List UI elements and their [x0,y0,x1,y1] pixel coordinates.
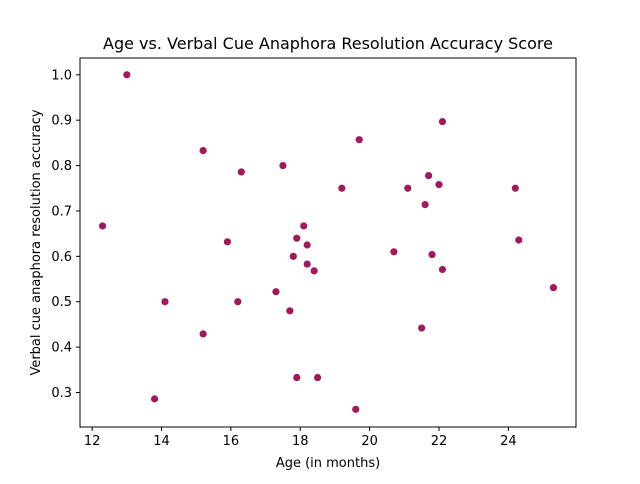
data-point [338,184,346,192]
plot-area [80,58,576,427]
y-axis-label: Verbal cue anaphora resolution accuracy [29,109,44,375]
data-point [199,146,207,155]
data-point [421,201,429,209]
data-point [424,171,433,180]
points-layer [98,71,558,413]
data-point [150,395,159,403]
data-point [515,236,523,244]
data-point [352,405,360,413]
data-point [549,284,558,292]
data-point [123,71,131,79]
x-tick-label: 16 [223,434,240,449]
data-point [428,250,436,259]
y-tick-label: 0.4 [51,341,72,356]
data-point [435,181,443,189]
data-point [234,298,242,306]
data-point [279,161,287,170]
x-axis-label: Age (in months) [276,456,380,471]
chart-title: Age vs. Verbal Cue Anaphora Resolution A… [103,34,553,53]
data-point [310,267,318,275]
data-point [404,184,412,192]
x-tick-label: 14 [153,434,170,449]
data-point [438,117,447,126]
x-tick-label: 24 [500,434,517,449]
data-point [303,241,311,249]
plot-frame [79,57,577,428]
data-point [293,373,301,382]
y-tick-label: 1.0 [51,68,72,83]
y-tick-label: 0.7 [51,204,72,219]
y-tick-label: 0.8 [51,159,72,174]
data-point [199,330,207,338]
x-tick-label: 18 [292,434,309,449]
data-point [272,288,280,296]
y-tick-label: 0.6 [51,250,72,265]
x-tick-label: 20 [361,434,378,449]
data-point [355,136,363,144]
data-point [286,307,294,315]
data-point [300,222,308,230]
x-tick-label: 22 [431,434,448,449]
data-point [223,238,232,246]
data-point [303,260,311,268]
data-point [293,234,301,242]
data-point [511,184,519,192]
y-tick-label: 0.9 [51,114,72,129]
data-point [161,298,169,306]
data-point [438,265,447,274]
x-axis-ticks: 12 14 16 18 20 22 24 [84,427,517,449]
y-tick-label: 0.3 [51,386,72,401]
data-point [98,222,107,230]
data-point [237,168,245,176]
y-tick-label: 0.5 [51,295,72,310]
data-point [418,324,426,332]
data-point [313,373,322,382]
data-point [390,248,398,256]
data-point [289,252,297,260]
y-axis-ticks: 0.3 0.4 0.5 0.6 0.7 0.8 0.9 1.0 [51,68,80,401]
x-tick-label: 12 [84,434,101,449]
